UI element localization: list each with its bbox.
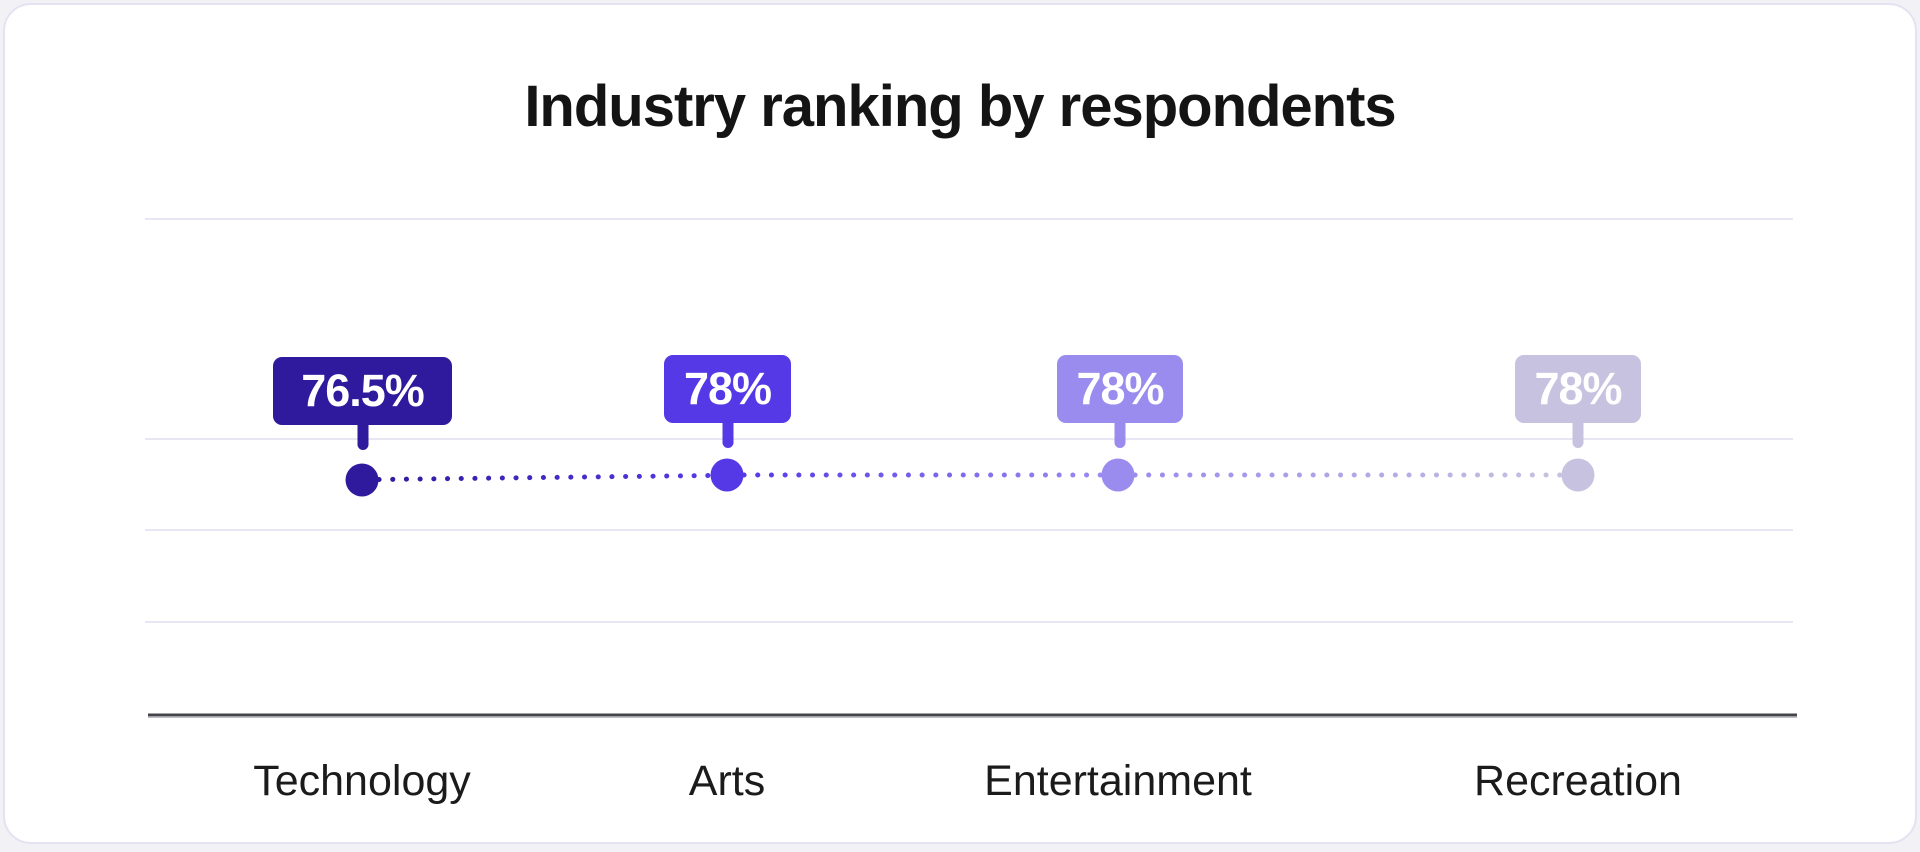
value-badge-label: 78% (683, 363, 772, 414)
value-badge-label: 78% (1534, 363, 1622, 414)
data-point-dot-entertainment[interactable] (1101, 458, 1135, 492)
chart-canvas (145, 218, 1797, 718)
value-badge-entertainment[interactable]: 78% (1057, 355, 1183, 423)
chart-card: Industry ranking by respondents (3, 3, 1917, 844)
category-label-recreation: Recreation (1474, 757, 1682, 805)
data-point-dot-arts[interactable] (710, 458, 744, 492)
value-badge-recreation[interactable]: 78% (1515, 355, 1641, 423)
data-point-dot-technology[interactable] (345, 463, 379, 497)
value-badge-label: 76.5% (301, 365, 425, 416)
value-badge-label: 78% (1076, 363, 1164, 414)
category-label-technology: Technology (253, 757, 471, 805)
plot-area: 76.5% 78% 78% 78% Technology Arts Entert… (5, 5, 1920, 852)
data-point-dot-recreation[interactable] (1561, 458, 1595, 492)
chart-title: Industry ranking by respondents (524, 74, 1396, 139)
value-badge-technology[interactable]: 76.5% (273, 357, 452, 425)
value-badge-arts[interactable]: 78% (664, 355, 791, 423)
connector-segment-technology-arts (376, 473, 713, 482)
category-label-entertainment: Entertainment (984, 757, 1252, 805)
category-label-arts: Arts (688, 757, 766, 805)
